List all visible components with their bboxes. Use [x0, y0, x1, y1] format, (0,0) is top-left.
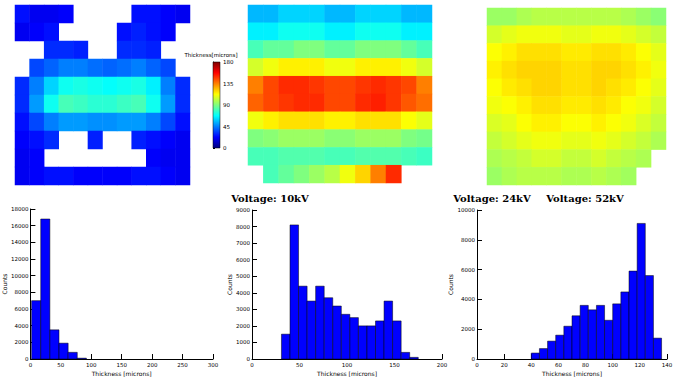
svg-text:100: 100 — [86, 362, 97, 368]
svg-text:Counts: Counts — [226, 274, 233, 295]
svg-text:0: 0 — [475, 362, 479, 368]
svg-text:Voltage: 10kV: Voltage: 10kV — [230, 193, 309, 204]
svg-text:8000: 8000 — [461, 237, 475, 243]
svg-text:10000: 10000 — [458, 207, 476, 213]
svg-text:200: 200 — [437, 362, 448, 368]
svg-text:0: 0 — [471, 356, 475, 362]
svg-text:0: 0 — [29, 362, 33, 368]
svg-text:40: 40 — [528, 362, 535, 368]
svg-text:6000: 6000 — [14, 306, 28, 312]
svg-text:Thickness [microns]: Thickness [microns] — [316, 370, 377, 377]
svg-text:4000: 4000 — [14, 323, 28, 329]
svg-text:300: 300 — [208, 362, 219, 368]
svg-text:45: 45 — [223, 124, 230, 130]
svg-text:9000: 9000 — [236, 207, 250, 213]
svg-text:12000: 12000 — [11, 256, 29, 262]
svg-text:6000: 6000 — [461, 267, 475, 273]
svg-text:50: 50 — [57, 362, 64, 368]
svg-text:5000: 5000 — [236, 273, 250, 279]
svg-text:200: 200 — [147, 362, 158, 368]
svg-text:8000: 8000 — [236, 224, 250, 230]
svg-text:6000: 6000 — [236, 257, 250, 263]
svg-text:50: 50 — [296, 362, 303, 368]
svg-text:20: 20 — [501, 362, 508, 368]
svg-text:90: 90 — [223, 102, 230, 108]
svg-text:7000: 7000 — [236, 240, 250, 246]
svg-text:Thickness[microns]: Thickness[microns] — [183, 52, 237, 58]
svg-text:120: 120 — [635, 362, 646, 368]
svg-text:250: 250 — [177, 362, 188, 368]
svg-text:16000: 16000 — [11, 223, 29, 229]
svg-text:4000: 4000 — [236, 290, 250, 296]
svg-text:100: 100 — [342, 362, 353, 368]
svg-text:100: 100 — [607, 362, 618, 368]
svg-text:0: 0 — [246, 356, 250, 362]
svg-text:135: 135 — [223, 81, 234, 87]
svg-text:0: 0 — [223, 145, 227, 151]
svg-text:3000: 3000 — [236, 306, 250, 312]
svg-text:Thickness [microns]: Thickness [microns] — [91, 370, 152, 377]
svg-text:2000: 2000 — [14, 339, 28, 345]
svg-text:8000: 8000 — [14, 289, 28, 295]
svg-text:60: 60 — [555, 362, 562, 368]
svg-text:0: 0 — [24, 356, 29, 362]
svg-text:14000: 14000 — [11, 239, 29, 245]
svg-text:2000: 2000 — [236, 323, 250, 329]
svg-text:1000: 1000 — [236, 339, 250, 345]
svg-text:Thickness [microns]: Thickness [microns] — [541, 370, 602, 377]
svg-text:Voltage: 52kV: Voltage: 52kV — [545, 193, 624, 204]
svg-text:Counts: Counts — [447, 274, 454, 295]
svg-text:0: 0 — [250, 362, 254, 368]
svg-text:4000: 4000 — [461, 296, 475, 302]
svg-text:10000: 10000 — [11, 273, 29, 279]
svg-text:Voltage: 24kV: Voltage: 24kV — [452, 193, 531, 204]
svg-text:150: 150 — [116, 362, 127, 368]
svg-text:Counts: Counts — [1, 274, 8, 295]
svg-text:2000: 2000 — [461, 326, 475, 332]
svg-text:180: 180 — [223, 59, 234, 65]
svg-text:150: 150 — [389, 362, 400, 368]
svg-text:18000: 18000 — [11, 206, 29, 212]
svg-text:140: 140 — [662, 362, 673, 368]
svg-text:80: 80 — [582, 362, 589, 368]
